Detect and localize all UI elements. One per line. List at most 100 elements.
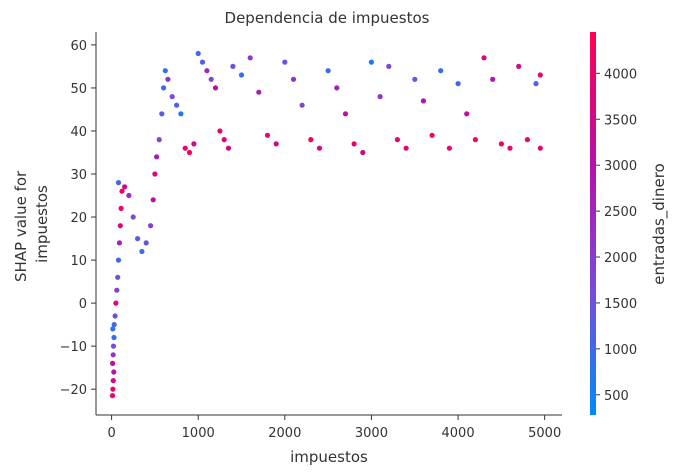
scatter-point bbox=[299, 102, 305, 108]
scatter-point bbox=[135, 236, 141, 242]
scatter-point bbox=[110, 352, 116, 358]
scatter-point bbox=[119, 188, 125, 194]
scatter-point bbox=[282, 59, 288, 65]
scatter-point bbox=[112, 313, 118, 319]
scatter-point bbox=[217, 128, 223, 134]
scatter-point bbox=[524, 137, 531, 143]
scatter-point bbox=[221, 137, 227, 143]
scatter-point bbox=[351, 141, 357, 147]
scatter-point bbox=[178, 111, 184, 117]
y-axis-label-line-1: SHAP value for bbox=[12, 170, 30, 282]
scatter-point bbox=[334, 85, 340, 91]
scatter-point bbox=[537, 72, 543, 78]
colorbar-tick-label: 2500 bbox=[604, 205, 637, 220]
scatter-point bbox=[148, 223, 154, 229]
scatter-point bbox=[162, 68, 168, 74]
scatter-point bbox=[161, 85, 167, 91]
scatter-point bbox=[159, 111, 165, 117]
scatter-point bbox=[169, 94, 175, 100]
scatter-point bbox=[481, 55, 487, 61]
y-tick-label: 60 bbox=[70, 39, 87, 54]
scatter-point bbox=[156, 137, 162, 143]
scatter-point bbox=[195, 50, 201, 57]
scatter-point bbox=[126, 192, 132, 199]
scatter-point bbox=[110, 360, 116, 366]
colorbar-tick-label: 1500 bbox=[604, 297, 637, 312]
y-tick-label: −20 bbox=[60, 383, 87, 398]
scatter-point bbox=[264, 132, 271, 138]
colorbar-gradient bbox=[590, 32, 596, 415]
scatter-point bbox=[420, 98, 426, 104]
scatter-point bbox=[115, 274, 121, 280]
scatter-point bbox=[115, 180, 122, 186]
scatter-point bbox=[182, 145, 188, 151]
colorbar-label: entradas_dinero bbox=[650, 163, 669, 284]
colorbar-tick-label: 4000 bbox=[604, 67, 637, 82]
scatter-point bbox=[498, 141, 504, 147]
y-tick-label: 10 bbox=[70, 254, 87, 269]
colorbar-tick-label: 2000 bbox=[604, 251, 637, 266]
scatter-point bbox=[516, 63, 522, 69]
scatter-point bbox=[368, 59, 374, 65]
scatter-point bbox=[360, 149, 366, 156]
scatter-point bbox=[115, 257, 122, 263]
scatter-point bbox=[386, 63, 392, 69]
scatter-point bbox=[377, 94, 383, 100]
scatter-point bbox=[186, 149, 193, 156]
scatter-point bbox=[152, 171, 158, 177]
colorbar: 500 1000 1500 2000 2500 3000 3500 4000 entradas… bbox=[590, 32, 669, 415]
y-axis-label: SHAP value for impuestos bbox=[12, 166, 51, 282]
scatter-point bbox=[111, 369, 117, 375]
scatter-point bbox=[139, 248, 145, 255]
scatter-point bbox=[273, 141, 279, 147]
y-tick-label: −10 bbox=[60, 340, 87, 355]
scatter-point bbox=[111, 334, 117, 341]
scatter-point bbox=[308, 137, 314, 143]
y-tick-label: 50 bbox=[70, 82, 87, 97]
y-tick-label: 30 bbox=[70, 168, 87, 183]
scatter-point bbox=[316, 145, 323, 151]
scatter-point bbox=[403, 145, 409, 151]
scatter-point bbox=[225, 145, 232, 151]
scatter-point bbox=[464, 111, 470, 117]
scatter-point bbox=[533, 81, 539, 87]
scatter-point bbox=[111, 322, 117, 328]
y-axis: −20 −10 0 10 20 30 40 50 60 bbox=[60, 32, 97, 415]
scatter-point bbox=[212, 85, 219, 91]
scatter-point bbox=[118, 205, 124, 211]
scatter-point bbox=[256, 89, 262, 95]
colorbar-tick-label: 3500 bbox=[604, 113, 637, 128]
points-layer bbox=[109, 50, 543, 399]
scatter-point bbox=[537, 145, 543, 151]
scatter-point bbox=[472, 137, 478, 143]
scatter-point bbox=[247, 55, 253, 61]
x-ticks: 0 1000 2000 3000 4000 5000 bbox=[107, 415, 561, 441]
scatter-point bbox=[204, 68, 210, 74]
scatter-point bbox=[109, 393, 116, 399]
colorbar-tick-label: 3000 bbox=[604, 159, 637, 174]
scatter-point bbox=[122, 184, 128, 190]
scatter-point bbox=[130, 214, 136, 220]
scatter-point bbox=[230, 63, 236, 69]
scatter-point bbox=[110, 326, 116, 332]
x-tick-label: 3000 bbox=[355, 426, 388, 441]
scatter-point bbox=[208, 76, 214, 82]
colorbar-tick-label: 1000 bbox=[604, 343, 637, 358]
scatter-point bbox=[438, 68, 444, 74]
scatter-point bbox=[154, 154, 160, 160]
y-tick-label: 20 bbox=[70, 211, 87, 226]
scatter-point bbox=[342, 111, 349, 117]
x-tick-label: 1000 bbox=[182, 426, 215, 441]
scatter-point bbox=[116, 240, 122, 246]
scatter-point bbox=[191, 141, 197, 147]
scatter-point bbox=[110, 378, 116, 384]
scatter-point bbox=[238, 72, 245, 78]
scatter-point bbox=[325, 68, 331, 74]
y-tick-label: 40 bbox=[70, 125, 87, 140]
y-tick-label: 0 bbox=[79, 297, 87, 312]
scatter-point bbox=[113, 300, 119, 306]
scatter-point bbox=[110, 343, 117, 349]
x-tick-label: 2000 bbox=[268, 426, 301, 441]
scatter-point bbox=[394, 137, 400, 143]
x-tick-label: 5000 bbox=[528, 426, 561, 441]
